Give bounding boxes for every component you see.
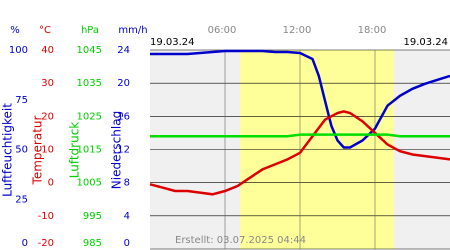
axis-unit: mm/h [118, 25, 147, 36]
y-tick-label: 8 [124, 178, 130, 189]
axis-title: Temperatur [31, 115, 45, 185]
series-line [150, 133, 450, 138]
y-tick-label: 40 [41, 45, 54, 56]
y-tick-label: 0 [22, 238, 28, 249]
y-tick-label: 4 [124, 211, 130, 222]
y-tick-label: 100 [9, 45, 28, 56]
y-tick-label: 12 [117, 145, 130, 156]
y-tick-label: 1005 [77, 178, 102, 189]
y-tick-label: 0 [124, 238, 130, 249]
y-tick-label: 0 [48, 178, 54, 189]
y-tick-label: 995 [83, 211, 102, 222]
y-tick-label: 24 [117, 45, 130, 56]
x-tick-label: 12:00 [283, 25, 312, 36]
y-tick-label: 25 [15, 194, 28, 205]
y-tick-label: 75 [15, 95, 28, 106]
y-tick-label: -20 [38, 238, 54, 249]
date-start: 19.03.24 [150, 37, 195, 48]
y-tick-label: 1045 [77, 45, 102, 56]
series-line [150, 49, 450, 149]
axis-title: Luftdruck [68, 122, 82, 179]
y-tick-label: 1015 [77, 145, 102, 156]
y-tick-label: 20 [41, 111, 54, 122]
y-tick-label: 30 [41, 78, 54, 89]
x-tick-label: 18:00 [358, 25, 387, 36]
axis-unit: % [10, 25, 20, 36]
y-tick-label: 50 [15, 145, 28, 156]
y-tick-label: 1025 [77, 111, 102, 122]
date-end: 19.03.24 [403, 37, 448, 48]
y-tick-label: 985 [83, 238, 102, 249]
axis-title: Luftfeuchtigkeit [1, 103, 15, 197]
axis-unit: °C [39, 25, 51, 36]
footer: Erstellt: 03.07.2025 04:44 [175, 235, 306, 246]
axis-unit: hPa [81, 25, 99, 36]
y-tick-label: 10 [41, 145, 54, 156]
y-tick-label: 1035 [77, 78, 102, 89]
series-line [149, 110, 450, 196]
y-tick-label: 20 [117, 78, 130, 89]
y-tick-label: -10 [38, 211, 54, 222]
x-tick-label: 06:00 [208, 25, 237, 36]
y-tick-label: 16 [117, 111, 130, 122]
axis-title: Niederschlag [110, 111, 124, 189]
